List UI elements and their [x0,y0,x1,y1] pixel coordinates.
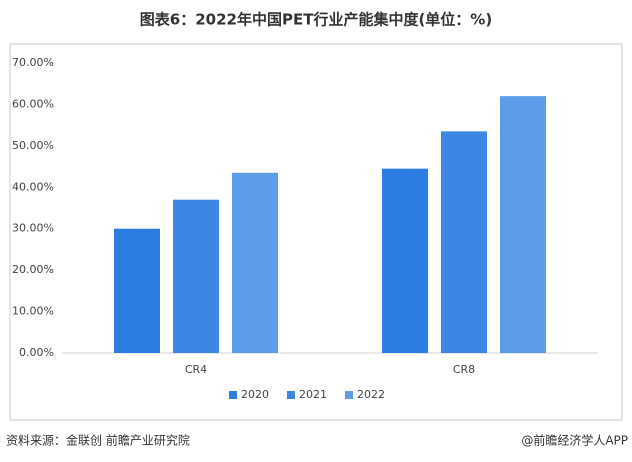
bar [114,228,160,353]
y-tick-label: 60.00% [12,97,54,110]
legend-swatch [287,391,295,399]
y-tick-label: 20.00% [12,263,54,276]
y-tick-label: 50.00% [12,139,54,152]
x-tick-label: CR4 [185,363,207,376]
legend-label: 2021 [299,388,327,401]
bar [173,199,219,353]
credit: @前瞻经济学人APP [521,433,628,448]
legend-swatch [229,391,237,399]
bar [382,168,428,353]
legend-swatch [345,391,353,399]
y-tick-label: 30.00% [12,222,54,235]
y-tick-label: 70.00% [12,56,54,69]
y-tick-label: 40.00% [12,180,54,193]
bar [232,172,278,353]
y-tick-label: 10.00% [12,305,54,318]
x-tick-label: CR8 [453,363,475,376]
y-tick-label: 0.00% [19,346,54,359]
chart-title: 图表6：2022年中国PET行业产能集中度(单位：%) [140,11,492,29]
chart-frame [9,43,623,421]
legend-label: 2022 [357,388,385,401]
bar [500,96,546,354]
legend-label: 2020 [241,388,269,401]
source: 资料来源：金联创 前瞻产业研究院 [6,433,190,448]
bar [441,131,487,353]
